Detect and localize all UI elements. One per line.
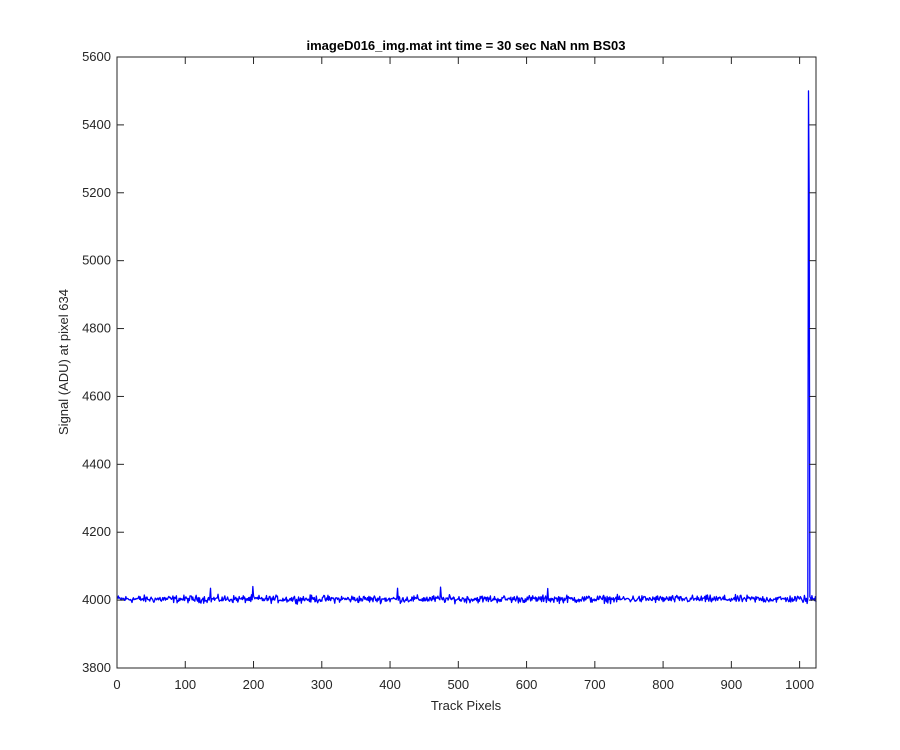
y-tick-label: 4800 (82, 321, 111, 336)
axes-box (116, 56, 817, 669)
y-axis-label: Signal (ADU) at pixel 634 (56, 289, 71, 435)
x-tick-label: 700 (584, 677, 606, 692)
chart-title: imageD016_img.mat int time = 30 sec NaN … (307, 38, 626, 53)
x-tick-label: 1000 (785, 677, 814, 692)
x-tick-label: 200 (243, 677, 265, 692)
y-tick-label: 4600 (82, 388, 111, 403)
y-tick-label: 4400 (82, 456, 111, 471)
series-layer (117, 90, 817, 605)
y-axis-ticks: 3800 4000 4200 4400 4600 4800 5000 5200 5400 5600 (82, 49, 816, 675)
y-tick-label: 5400 (82, 117, 111, 132)
y-tick-label: 5000 (82, 253, 111, 268)
x-tick-label: 0 (113, 677, 120, 692)
y-tick-label: 3800 (82, 660, 111, 675)
y-tick-label: 4200 (82, 524, 111, 539)
x-tick-label: 100 (174, 677, 196, 692)
x-tick-label: 900 (721, 677, 743, 692)
y-tick-label: 5200 (82, 185, 111, 200)
x-tick-label: 300 (311, 677, 333, 692)
x-axis-ticks: 0 100 200 300 400 500 600 700 800 900 1000 (113, 57, 814, 692)
x-tick-label: 500 (447, 677, 469, 692)
x-tick-label: 400 (379, 677, 401, 692)
x-tick-label: 800 (652, 677, 674, 692)
x-tick-label: 600 (516, 677, 538, 692)
y-tick-label: 4000 (82, 592, 111, 607)
plot-area (117, 57, 816, 668)
signal-series-line (117, 90, 817, 605)
x-axis-label: Track Pixels (431, 698, 502, 713)
y-tick-label: 5600 (82, 49, 111, 64)
